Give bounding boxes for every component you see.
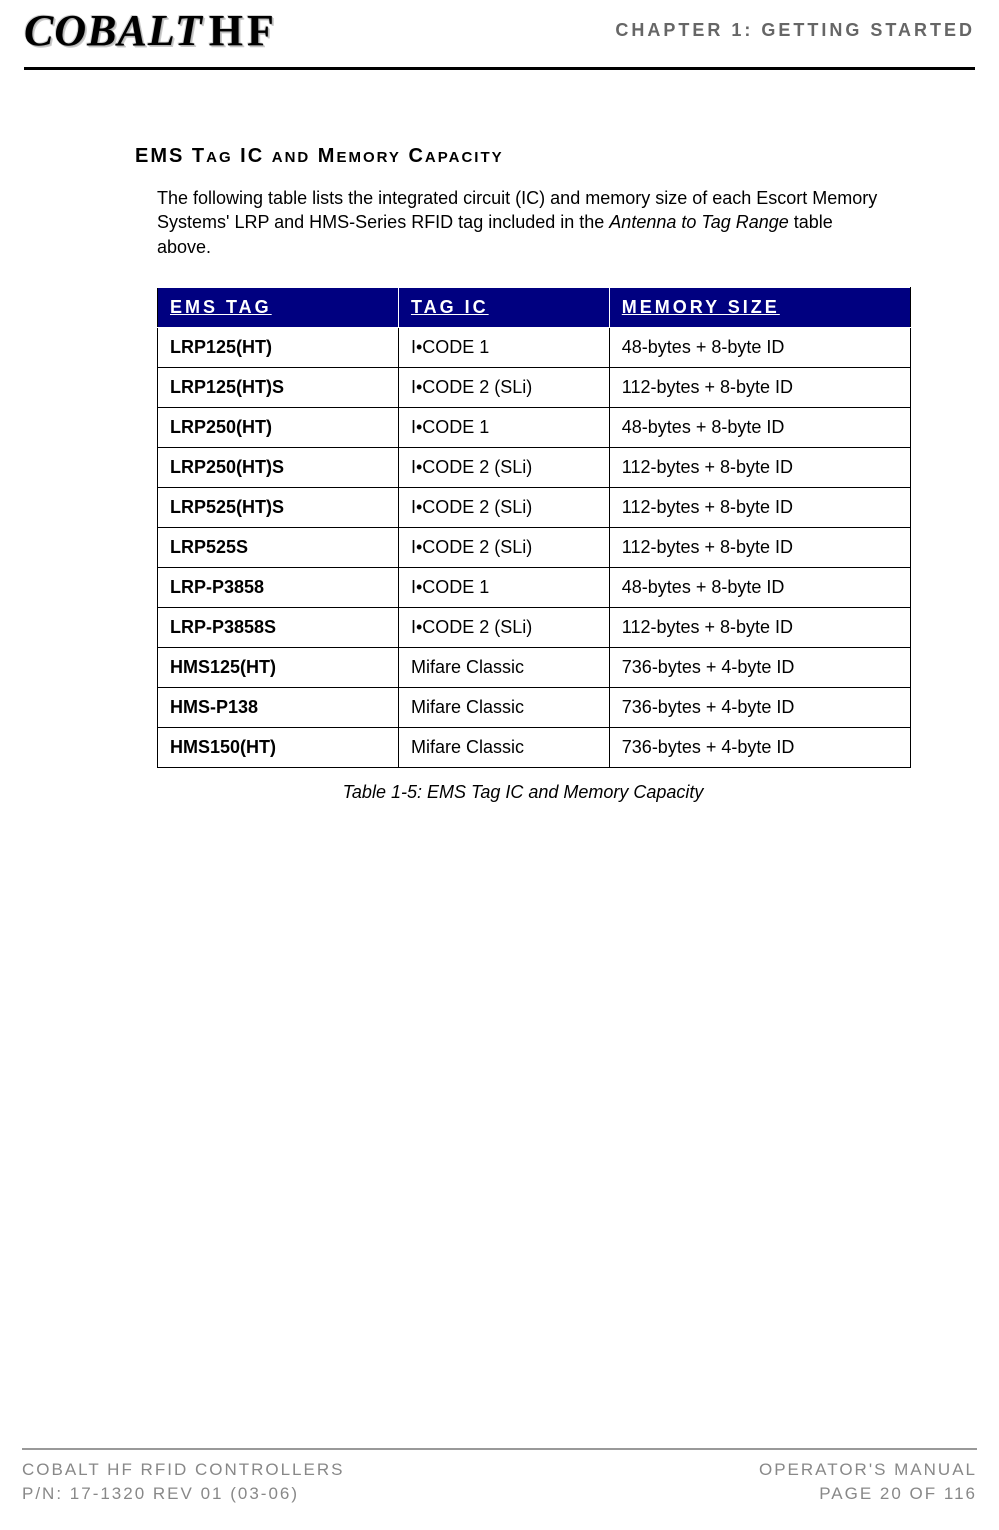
cell-memory-size: 48-bytes + 8-byte ID <box>609 407 910 447</box>
title-part: M <box>310 145 336 167</box>
cell-ems-tag: LRP525(HT)S <box>158 487 399 527</box>
cell-tag-ic: Mifare Classic <box>398 687 609 727</box>
title-part: EMS T <box>135 145 206 167</box>
table-row: HMS125(HT)Mifare Classic736-bytes + 4-by… <box>158 647 911 687</box>
cell-tag-ic: Mifare Classic <box>398 647 609 687</box>
cell-tag-ic: Mifare Classic <box>398 727 609 767</box>
cell-tag-ic: I•CODE 2 (SLi) <box>398 527 609 567</box>
cell-memory-size: 112-bytes + 8-byte ID <box>609 487 910 527</box>
title-part: IC <box>233 145 272 167</box>
title-part: C <box>401 145 425 167</box>
cell-tag-ic: I•CODE 2 (SLi) <box>398 447 609 487</box>
footer-right: OPERATOR'S MANUAL PAGE 20 OF 116 <box>759 1460 977 1504</box>
cell-tag-ic: I•CODE 1 <box>398 567 609 607</box>
cell-memory-size: 112-bytes + 8-byte ID <box>609 607 910 647</box>
cell-ems-tag: LRP525S <box>158 527 399 567</box>
cell-memory-size: 48-bytes + 8-byte ID <box>609 327 910 367</box>
cell-memory-size: 736-bytes + 4-byte ID <box>609 647 910 687</box>
cell-ems-tag: LRP125(HT) <box>158 327 399 367</box>
table-row: LRP125(HT)I•CODE 148-bytes + 8-byte ID <box>158 327 911 367</box>
cell-tag-ic: I•CODE 2 (SLi) <box>398 607 609 647</box>
cell-ems-tag: LRP125(HT)S <box>158 367 399 407</box>
table-row: LRP525SI•CODE 2 (SLi)112-bytes + 8-byte … <box>158 527 911 567</box>
intro-italic: Antenna to Tag Range <box>609 212 788 232</box>
col-header-memory-size: MEMORY SIZE <box>609 287 910 327</box>
cell-memory-size: 736-bytes + 4-byte ID <box>609 727 910 767</box>
footer-manual: OPERATOR'S MANUAL <box>759 1460 977 1480</box>
cell-tag-ic: I•CODE 1 <box>398 407 609 447</box>
title-part: AG <box>206 149 233 166</box>
chapter-label: CHAPTER 1: GETTING STARTED <box>615 20 975 41</box>
cell-tag-ic: I•CODE 1 <box>398 327 609 367</box>
table-row: HMS-P138Mifare Classic736-bytes + 4-byte… <box>158 687 911 727</box>
cell-memory-size: 112-bytes + 8-byte ID <box>609 447 910 487</box>
col-header-tag-ic: TAG IC <box>398 287 609 327</box>
cell-memory-size: 736-bytes + 4-byte ID <box>609 687 910 727</box>
cell-ems-tag: LRP-P3858 <box>158 567 399 607</box>
table-caption: Table 1-5: EMS Tag IC and Memory Capacit… <box>157 782 889 803</box>
cell-ems-tag: HMS-P138 <box>158 687 399 727</box>
title-part: APACITY <box>425 149 504 166</box>
footer-page: PAGE 20 OF 116 <box>759 1484 977 1504</box>
table-row: LRP250(HT)SI•CODE 2 (SLi)112-bytes + 8-b… <box>158 447 911 487</box>
table-header-row: EMS TAG TAG IC MEMORY SIZE <box>158 287 911 327</box>
title-part: AND <box>272 149 311 166</box>
content-area: EMS TAG IC AND MEMORY CAPACITY The follo… <box>135 145 889 803</box>
cell-memory-size: 112-bytes + 8-byte ID <box>609 527 910 567</box>
cell-ems-tag: LRP250(HT)S <box>158 447 399 487</box>
table-row: LRP250(HT)I•CODE 148-bytes + 8-byte ID <box>158 407 911 447</box>
cell-tag-ic: I•CODE 2 (SLi) <box>398 487 609 527</box>
cell-ems-tag: LRP-P3858S <box>158 607 399 647</box>
footer-product: COBALT HF RFID CONTROLLERS <box>22 1460 344 1480</box>
ems-tag-table: EMS TAG TAG IC MEMORY SIZE LRP125(HT)I•C… <box>157 287 911 768</box>
table-row: LRP125(HT)SI•CODE 2 (SLi)112-bytes + 8-b… <box>158 367 911 407</box>
logo-suffix: HF <box>209 5 278 56</box>
title-part: EMORY <box>336 149 400 166</box>
section-title: EMS TAG IC AND MEMORY CAPACITY <box>135 145 889 168</box>
table-body: LRP125(HT)I•CODE 148-bytes + 8-byte IDLR… <box>158 327 911 767</box>
table-row: LRP525(HT)SI•CODE 2 (SLi)112-bytes + 8-b… <box>158 487 911 527</box>
logo: COBALT HF <box>24 5 278 56</box>
page: COBALT HF CHAPTER 1: GETTING STARTED EMS… <box>0 0 999 1530</box>
intro-paragraph: The following table lists the integrated… <box>157 186 889 259</box>
cell-memory-size: 112-bytes + 8-byte ID <box>609 367 910 407</box>
footer-pn: P/N: 17-1320 REV 01 (03-06) <box>22 1484 344 1504</box>
cell-ems-tag: LRP250(HT) <box>158 407 399 447</box>
page-header: COBALT HF CHAPTER 1: GETTING STARTED <box>24 0 975 70</box>
table-row: LRP-P3858SI•CODE 2 (SLi)112-bytes + 8-by… <box>158 607 911 647</box>
page-footer: COBALT HF RFID CONTROLLERS P/N: 17-1320 … <box>22 1448 977 1504</box>
cell-tag-ic: I•CODE 2 (SLi) <box>398 367 609 407</box>
cell-ems-tag: HMS150(HT) <box>158 727 399 767</box>
cell-memory-size: 48-bytes + 8-byte ID <box>609 567 910 607</box>
table-row: LRP-P3858I•CODE 148-bytes + 8-byte ID <box>158 567 911 607</box>
table-row: HMS150(HT)Mifare Classic736-bytes + 4-by… <box>158 727 911 767</box>
footer-left: COBALT HF RFID CONTROLLERS P/N: 17-1320 … <box>22 1460 344 1504</box>
logo-main: COBALT <box>24 5 203 56</box>
col-header-ems-tag: EMS TAG <box>158 287 399 327</box>
cell-ems-tag: HMS125(HT) <box>158 647 399 687</box>
